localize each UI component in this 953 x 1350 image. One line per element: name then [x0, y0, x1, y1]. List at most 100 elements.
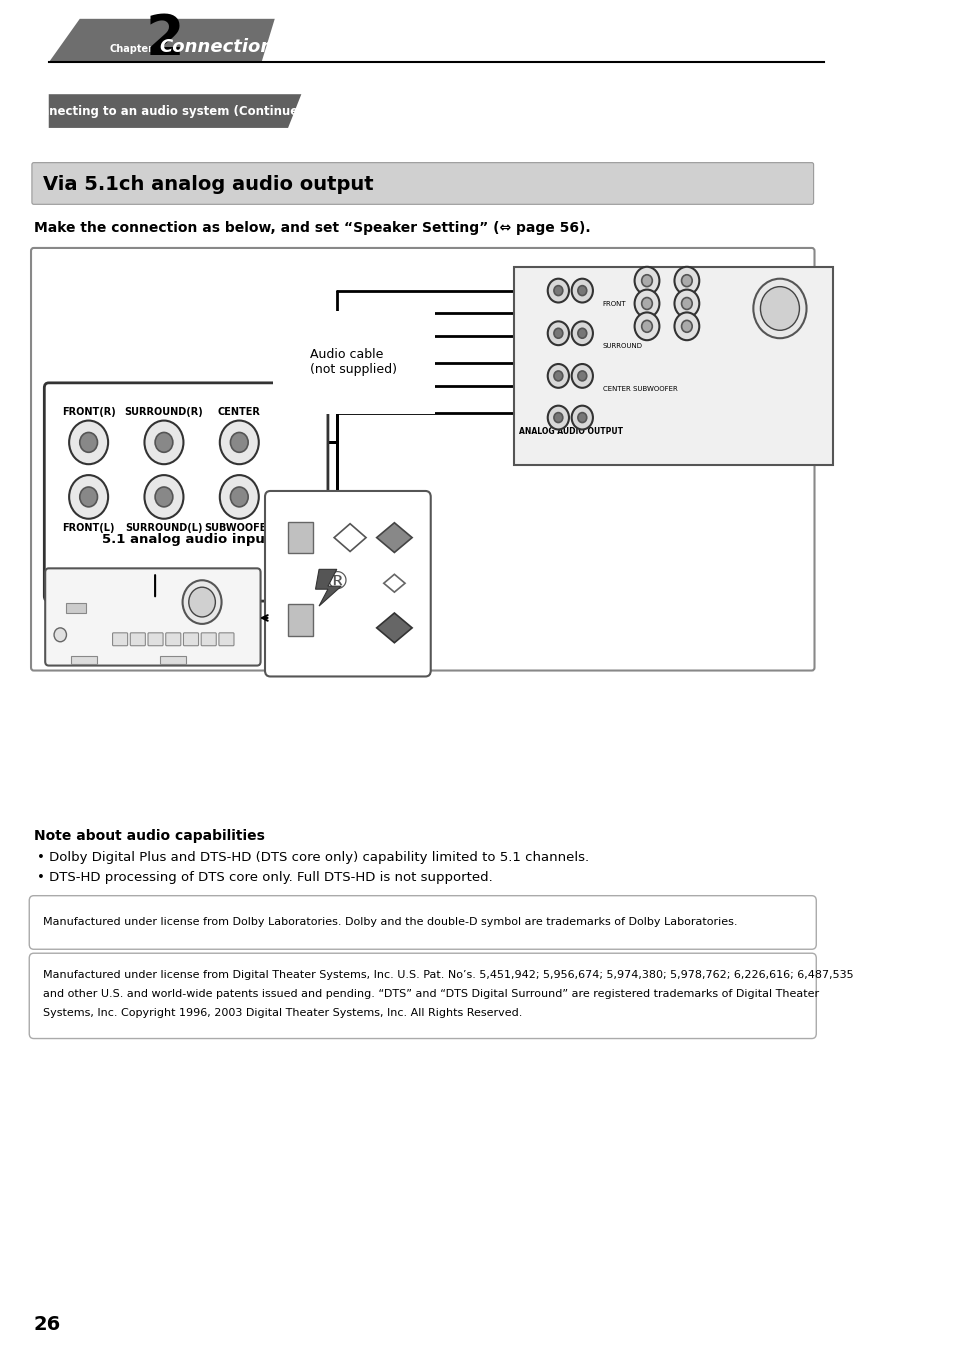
Text: Note about audio capabilities: Note about audio capabilities	[33, 829, 264, 844]
Circle shape	[641, 297, 652, 309]
Bar	[288, 521, 313, 554]
FancyBboxPatch shape	[218, 633, 233, 645]
FancyBboxPatch shape	[31, 162, 813, 204]
Bar	[71, 656, 97, 664]
FancyBboxPatch shape	[30, 895, 816, 949]
Circle shape	[674, 290, 699, 317]
Text: AV amplifier: AV amplifier	[112, 610, 197, 624]
Circle shape	[680, 320, 692, 332]
Polygon shape	[383, 574, 405, 593]
Circle shape	[554, 371, 562, 381]
Circle shape	[547, 321, 568, 346]
Text: Manufactured under license from Digital Theater Systems, Inc. U.S. Pat. No’s. 5,: Manufactured under license from Digital …	[43, 971, 852, 980]
Circle shape	[634, 312, 659, 340]
FancyBboxPatch shape	[44, 383, 328, 601]
Polygon shape	[376, 613, 412, 643]
Text: Chapter: Chapter	[109, 43, 153, 54]
Circle shape	[69, 421, 108, 464]
Polygon shape	[376, 522, 412, 552]
Circle shape	[753, 278, 805, 339]
Bar	[514, 267, 832, 466]
Circle shape	[578, 286, 586, 296]
Circle shape	[155, 432, 172, 452]
FancyBboxPatch shape	[112, 633, 128, 645]
Text: CENTER: CENTER	[217, 406, 260, 417]
Circle shape	[760, 286, 799, 331]
Circle shape	[547, 405, 568, 429]
Circle shape	[231, 432, 248, 452]
Circle shape	[578, 371, 586, 381]
Text: • DTS-HD processing of DTS core only. Full DTS-HD is not supported.: • DTS-HD processing of DTS core only. Fu…	[37, 871, 493, 884]
Circle shape	[571, 278, 593, 302]
Circle shape	[554, 286, 562, 296]
Circle shape	[144, 475, 183, 518]
FancyBboxPatch shape	[183, 633, 198, 645]
Polygon shape	[49, 19, 274, 62]
Circle shape	[69, 475, 108, 518]
Circle shape	[634, 267, 659, 294]
Text: ANALOG AUDIO OUTPUT: ANALOG AUDIO OUTPUT	[518, 428, 622, 436]
Text: SURROUND(L): SURROUND(L)	[125, 522, 202, 533]
FancyBboxPatch shape	[166, 633, 181, 645]
Circle shape	[182, 580, 221, 624]
Text: FRONT(L): FRONT(L)	[62, 522, 114, 533]
Text: Connecting to an audio system (Continued): Connecting to an audio system (Continued…	[25, 104, 312, 117]
Circle shape	[80, 487, 97, 506]
FancyBboxPatch shape	[31, 248, 814, 671]
Circle shape	[674, 267, 699, 294]
FancyBboxPatch shape	[265, 491, 431, 676]
Text: CENTER SUBWOOFER: CENTER SUBWOOFER	[602, 386, 677, 391]
Text: FRONT(R): FRONT(R)	[62, 406, 115, 417]
Polygon shape	[49, 95, 301, 128]
Text: Make the connection as below, and set “Speaker Setting” (⇔ page 56).: Make the connection as below, and set “S…	[33, 221, 590, 235]
Circle shape	[641, 275, 652, 286]
Text: and other U.S. and world-wide patents issued and pending. “DTS” and “DTS Digital: and other U.S. and world-wide patents is…	[43, 990, 818, 999]
Text: Via 5.1ch analog audio output: Via 5.1ch analog audio output	[43, 176, 373, 194]
Text: Connections: Connections	[159, 38, 284, 55]
Circle shape	[547, 278, 568, 302]
Text: 2: 2	[146, 12, 184, 66]
Text: Manufactured under license from Dolby Laboratories. Dolby and the double-D symbo: Manufactured under license from Dolby La…	[43, 918, 737, 927]
Circle shape	[554, 413, 562, 423]
Circle shape	[578, 413, 586, 423]
Circle shape	[578, 328, 586, 339]
FancyBboxPatch shape	[45, 568, 260, 666]
Circle shape	[680, 275, 692, 286]
Circle shape	[547, 364, 568, 387]
Text: 26: 26	[33, 1315, 61, 1334]
Circle shape	[680, 297, 692, 309]
Circle shape	[571, 364, 593, 387]
Circle shape	[571, 321, 593, 346]
Polygon shape	[315, 570, 341, 606]
Circle shape	[155, 487, 172, 506]
Circle shape	[231, 487, 248, 506]
FancyBboxPatch shape	[148, 633, 163, 645]
FancyBboxPatch shape	[30, 953, 816, 1038]
Circle shape	[54, 628, 67, 641]
Circle shape	[634, 290, 659, 317]
Circle shape	[674, 312, 699, 340]
Circle shape	[641, 320, 652, 332]
Text: ®: ®	[324, 571, 349, 595]
Text: SURROUND(R): SURROUND(R)	[125, 406, 203, 417]
Bar	[159, 656, 186, 664]
FancyBboxPatch shape	[131, 633, 145, 645]
Bar	[67, 603, 86, 613]
Circle shape	[219, 475, 258, 518]
Circle shape	[80, 432, 97, 452]
Circle shape	[219, 421, 258, 464]
Polygon shape	[334, 524, 366, 552]
Text: SURROUND: SURROUND	[602, 343, 642, 350]
Text: SUBWOOFER: SUBWOOFER	[204, 522, 274, 533]
Text: Audio cable
(not supplied): Audio cable (not supplied)	[310, 348, 396, 377]
Circle shape	[571, 405, 593, 429]
Circle shape	[144, 421, 183, 464]
Circle shape	[554, 328, 562, 339]
Text: 5.1 analog audio input: 5.1 analog audio input	[101, 533, 271, 545]
Text: • Dolby Digital Plus and DTS-HD (DTS core only) capability limited to 5.1 channe: • Dolby Digital Plus and DTS-HD (DTS cor…	[37, 850, 589, 864]
Text: FRONT: FRONT	[602, 301, 626, 306]
Bar	[288, 603, 313, 636]
Text: Systems, Inc. Copyright 1996, 2003 Digital Theater Systems, Inc. All Rights Rese: Systems, Inc. Copyright 1996, 2003 Digit…	[43, 1008, 521, 1018]
Circle shape	[189, 587, 215, 617]
FancyBboxPatch shape	[201, 633, 216, 645]
